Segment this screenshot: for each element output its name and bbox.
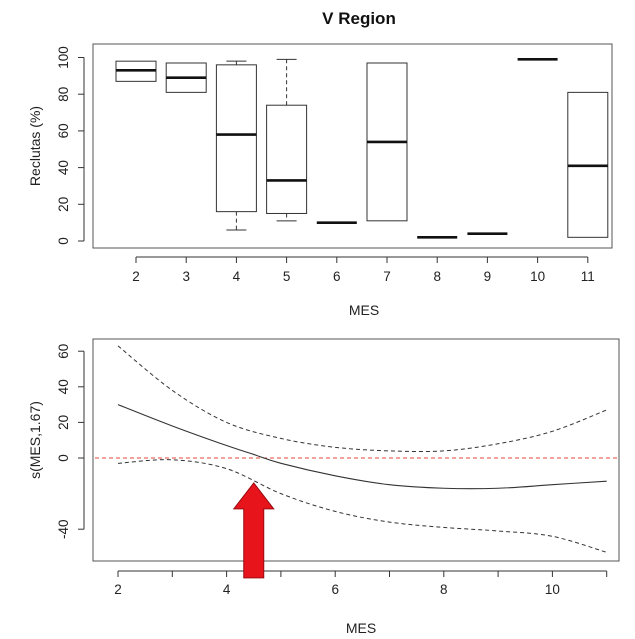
box-11 [567,91,609,238]
y-tick-label: 20 [56,415,71,430]
red-arrow [232,482,275,579]
x-tick-label: 6 [331,582,339,597]
y-tick-label: 40 [56,379,71,394]
box-4 [215,60,257,231]
x-tick-label: 8 [433,269,441,284]
x-tick-label: 4 [233,269,241,284]
x-tick-label: 10 [545,582,560,597]
y-axis: 0 20 40 60 80 100 [56,46,85,245]
x-axis: 2 3 4 5 6 7 8 9 10 11 [132,256,595,284]
box-2 [115,60,157,82]
x-tick-label: 11 [581,269,595,284]
box-plot-frame [92,43,613,249]
fit-curve [117,404,607,490]
x-tick-label: 10 [530,269,545,284]
x-tick-label: 6 [333,269,341,284]
y-tick-label: 20 [56,197,71,212]
upper-curve [117,345,607,453]
y-axis-label: Reclutas (%) [27,106,43,186]
x-axis: 2 4 6 8 10 [114,570,608,597]
y-axis: 60 40 20 0 -40 [56,344,85,539]
x-tick-label: 7 [383,269,391,284]
arrow-annotation [232,482,275,579]
smooth-plot: 60 40 20 0 -40 2 4 6 8 10 s(MES,1.67) MES [27,338,620,636]
chart-title: V Region [322,9,396,28]
y-tick-label: 0 [56,237,71,245]
x-tick-label: 3 [182,269,190,284]
y-tick-label: 40 [56,160,71,175]
x-tick-label: 8 [440,582,448,597]
x-tick-label: 4 [223,582,231,597]
y-axis-label: s(MES,1.67) [27,401,43,479]
x-tick-label: 2 [114,582,122,597]
box [266,104,308,214]
box-5 [266,58,308,222]
box-7 [366,62,408,222]
lower-curve [117,459,607,553]
y-tick-label: 60 [56,123,71,138]
smooth-plot-frame [92,338,620,562]
x-axis-label: MES [349,302,379,318]
x-tick-label: 9 [484,269,492,284]
y-tick-label: 0 [56,454,71,462]
boxes [115,58,609,239]
y-tick-label: 60 [56,344,71,359]
box-3 [165,62,207,93]
x-tick-label: 2 [132,269,140,284]
x-axis-label: MES [346,620,376,636]
curves [95,345,617,553]
y-tick-label: -40 [56,519,71,539]
x-tick-label: 5 [283,269,291,284]
box-plot: V Region 0 20 40 60 80 100 2 3 4 5 6 7 8 9 10 11 Reclu… [27,9,613,318]
y-tick-label: 80 [56,87,71,102]
box [215,64,257,213]
y-tick-label: 100 [56,46,71,69]
